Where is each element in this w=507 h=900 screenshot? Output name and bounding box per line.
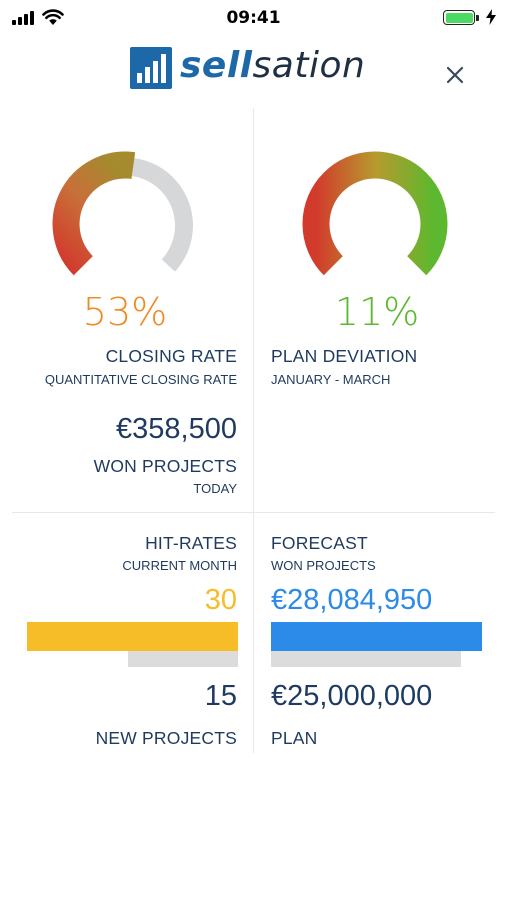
- status-time: 09:41: [226, 8, 281, 28]
- wifi-icon: [42, 9, 64, 25]
- hit-rates-subtitle: CURRENT MONTH: [122, 558, 237, 573]
- bar-chart-icon: [130, 47, 172, 89]
- cellular-signal-icon: [12, 11, 36, 25]
- closing-rate-subtitle: QUANTITATIVE CLOSING RATE: [44, 372, 237, 387]
- closing-rate-percent: 53%: [82, 290, 168, 334]
- closing-rate-gauge: [52, 151, 193, 276]
- plan-deviation-title: PLAN DEVIATION: [271, 346, 418, 366]
- hit-rates-title: HIT-RATES: [145, 533, 237, 553]
- gauge-fill: [52, 151, 136, 276]
- closing-rate-title: CLOSING RATE: [105, 346, 237, 366]
- plan-label: PLAN: [271, 728, 318, 748]
- forecast-title: FORECAST: [271, 533, 368, 553]
- plan-deviation-gauge: [302, 151, 448, 276]
- plan-amount: €25,000,000: [271, 680, 433, 712]
- gauge-fill: [302, 151, 448, 276]
- new-projects-count: 15: [204, 680, 237, 712]
- close-icon[interactable]: [440, 60, 470, 90]
- hit-rates-target-bar: [128, 651, 238, 667]
- won-projects-title: WON PROJECTS: [93, 456, 237, 476]
- plan-deviation-subtitle: JANUARY - MARCH: [271, 372, 391, 387]
- forecast-amount: €28,084,950: [271, 584, 433, 616]
- status-bar: 09:41: [0, 0, 507, 36]
- hit-rates-current: 30: [204, 584, 237, 616]
- brand-wordmark: sellsation: [180, 45, 366, 86]
- won-projects-subtitle: TODAY: [193, 481, 237, 496]
- forecast-amount-bar: [271, 622, 482, 651]
- hit-rates-current-bar: [27, 622, 238, 651]
- won-projects-amount: €358,500: [116, 413, 237, 445]
- horizontal-divider: [12, 512, 495, 513]
- vertical-divider: [253, 108, 254, 753]
- new-projects-label: NEW PROJECTS: [95, 728, 237, 748]
- plan-deviation-percent: 11%: [334, 290, 420, 334]
- battery-icon: [443, 10, 479, 26]
- forecast-subtitle: WON PROJECTS: [271, 558, 376, 573]
- charging-bolt-icon: [486, 9, 496, 25]
- forecast-plan-bar: [271, 651, 461, 667]
